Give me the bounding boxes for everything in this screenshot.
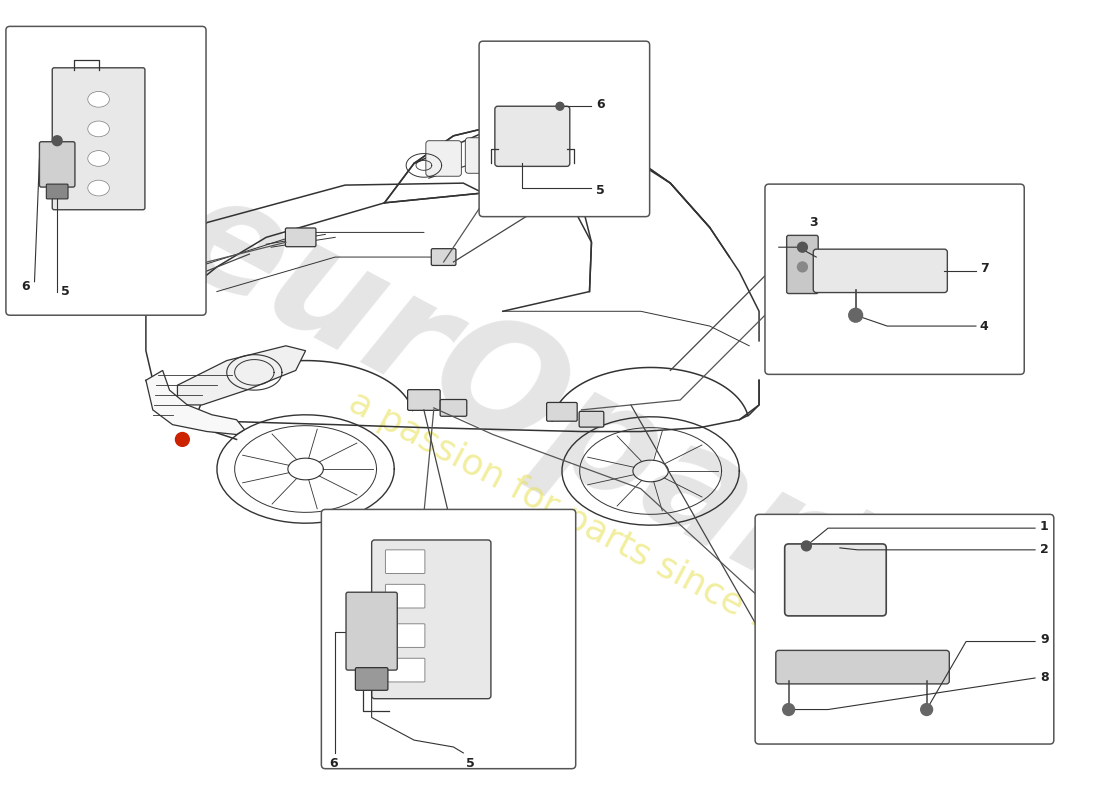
Text: 6: 6 (596, 98, 605, 110)
FancyBboxPatch shape (285, 228, 316, 246)
FancyBboxPatch shape (813, 249, 947, 293)
Text: 8: 8 (1040, 671, 1048, 685)
Text: 3: 3 (808, 217, 817, 230)
Circle shape (849, 308, 862, 322)
Circle shape (176, 433, 189, 446)
Circle shape (52, 136, 62, 146)
FancyBboxPatch shape (6, 26, 206, 315)
FancyBboxPatch shape (755, 514, 1054, 744)
Ellipse shape (88, 150, 109, 166)
Text: 4: 4 (980, 319, 989, 333)
Circle shape (798, 262, 807, 272)
FancyBboxPatch shape (52, 68, 145, 210)
Text: 6: 6 (21, 280, 30, 293)
Text: 9: 9 (1040, 633, 1048, 646)
FancyBboxPatch shape (547, 402, 578, 421)
FancyBboxPatch shape (40, 142, 75, 187)
FancyBboxPatch shape (372, 540, 491, 698)
Polygon shape (562, 188, 592, 205)
Text: 1: 1 (1040, 520, 1048, 533)
Text: 7: 7 (980, 262, 989, 275)
FancyBboxPatch shape (495, 106, 570, 166)
FancyBboxPatch shape (346, 592, 397, 670)
FancyBboxPatch shape (776, 650, 949, 684)
Circle shape (802, 541, 812, 551)
Text: 6: 6 (329, 757, 338, 770)
FancyBboxPatch shape (321, 510, 575, 769)
FancyBboxPatch shape (385, 624, 425, 647)
Text: a passion for parts since 1985: a passion for parts since 1985 (343, 385, 840, 671)
Text: 5: 5 (466, 757, 475, 770)
Text: 5: 5 (62, 285, 70, 298)
Polygon shape (146, 370, 244, 434)
Text: eurOparts: eurOparts (153, 160, 990, 699)
FancyBboxPatch shape (355, 668, 388, 690)
Text: 2: 2 (1040, 543, 1048, 556)
FancyBboxPatch shape (480, 41, 650, 217)
Ellipse shape (88, 180, 109, 196)
FancyBboxPatch shape (465, 138, 501, 174)
FancyBboxPatch shape (385, 584, 425, 608)
FancyBboxPatch shape (46, 184, 68, 199)
FancyBboxPatch shape (385, 658, 425, 682)
FancyBboxPatch shape (784, 544, 887, 616)
Circle shape (798, 242, 807, 252)
FancyBboxPatch shape (408, 390, 440, 410)
Ellipse shape (88, 121, 109, 137)
Text: 5: 5 (596, 183, 605, 197)
FancyBboxPatch shape (385, 550, 425, 574)
FancyBboxPatch shape (764, 184, 1024, 374)
FancyBboxPatch shape (431, 249, 455, 266)
Circle shape (783, 704, 794, 715)
FancyBboxPatch shape (580, 411, 604, 427)
Polygon shape (177, 346, 306, 405)
FancyBboxPatch shape (786, 235, 818, 294)
Ellipse shape (88, 91, 109, 107)
Circle shape (921, 704, 933, 715)
FancyBboxPatch shape (440, 399, 466, 416)
FancyBboxPatch shape (426, 141, 461, 176)
Circle shape (556, 102, 564, 110)
